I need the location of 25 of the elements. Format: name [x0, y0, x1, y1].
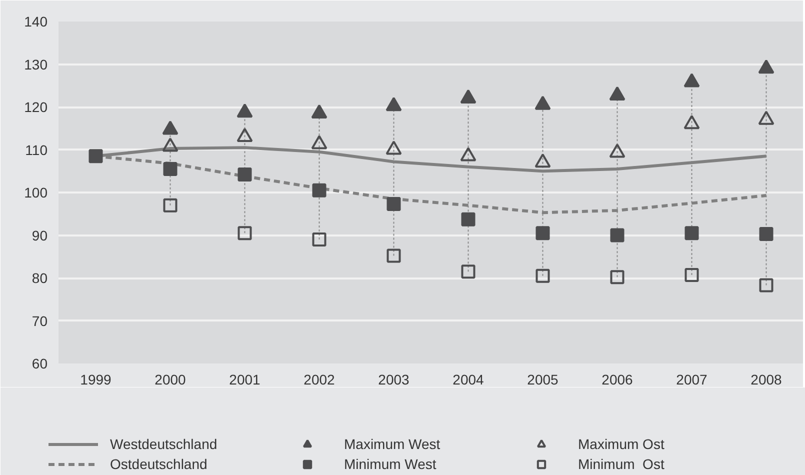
x-tick-label: 2006 [602, 372, 634, 388]
x-tick-label: 2001 [229, 372, 261, 388]
x-tick-label: 2000 [154, 372, 186, 388]
y-tick-label: 80 [32, 270, 48, 286]
legend-label: Maximum Ost [578, 435, 666, 453]
x-tick-label: 2008 [750, 372, 782, 388]
x-tick-label: 2005 [527, 372, 559, 388]
y-tick-label: 90 [32, 227, 48, 244]
legend-label: Maximum West [344, 435, 442, 453]
legend-label: Westdeutschland [110, 435, 218, 453]
x-tick-label: 2007 [676, 372, 708, 388]
y-tick-label: 130 [24, 56, 48, 72]
y-tick-label: 140 [24, 14, 48, 30]
legend-label: Minimum West [344, 455, 438, 473]
x-tick-label: 1999 [80, 372, 112, 388]
legend-label: Ostdeutschland [110, 455, 208, 473]
y-tick-label: 60 [32, 356, 48, 372]
legend-label: Minimum Ost [578, 455, 666, 473]
y-tick-label: 70 [32, 312, 48, 329]
x-tick-label: 2003 [378, 372, 410, 388]
y-tick-label: 100 [24, 184, 48, 200]
y-tick-label: 110 [25, 142, 48, 158]
x-tick-label: 2004 [452, 372, 484, 388]
y-tick-label: 120 [24, 99, 48, 115]
x-tick-label: 2002 [304, 372, 336, 388]
